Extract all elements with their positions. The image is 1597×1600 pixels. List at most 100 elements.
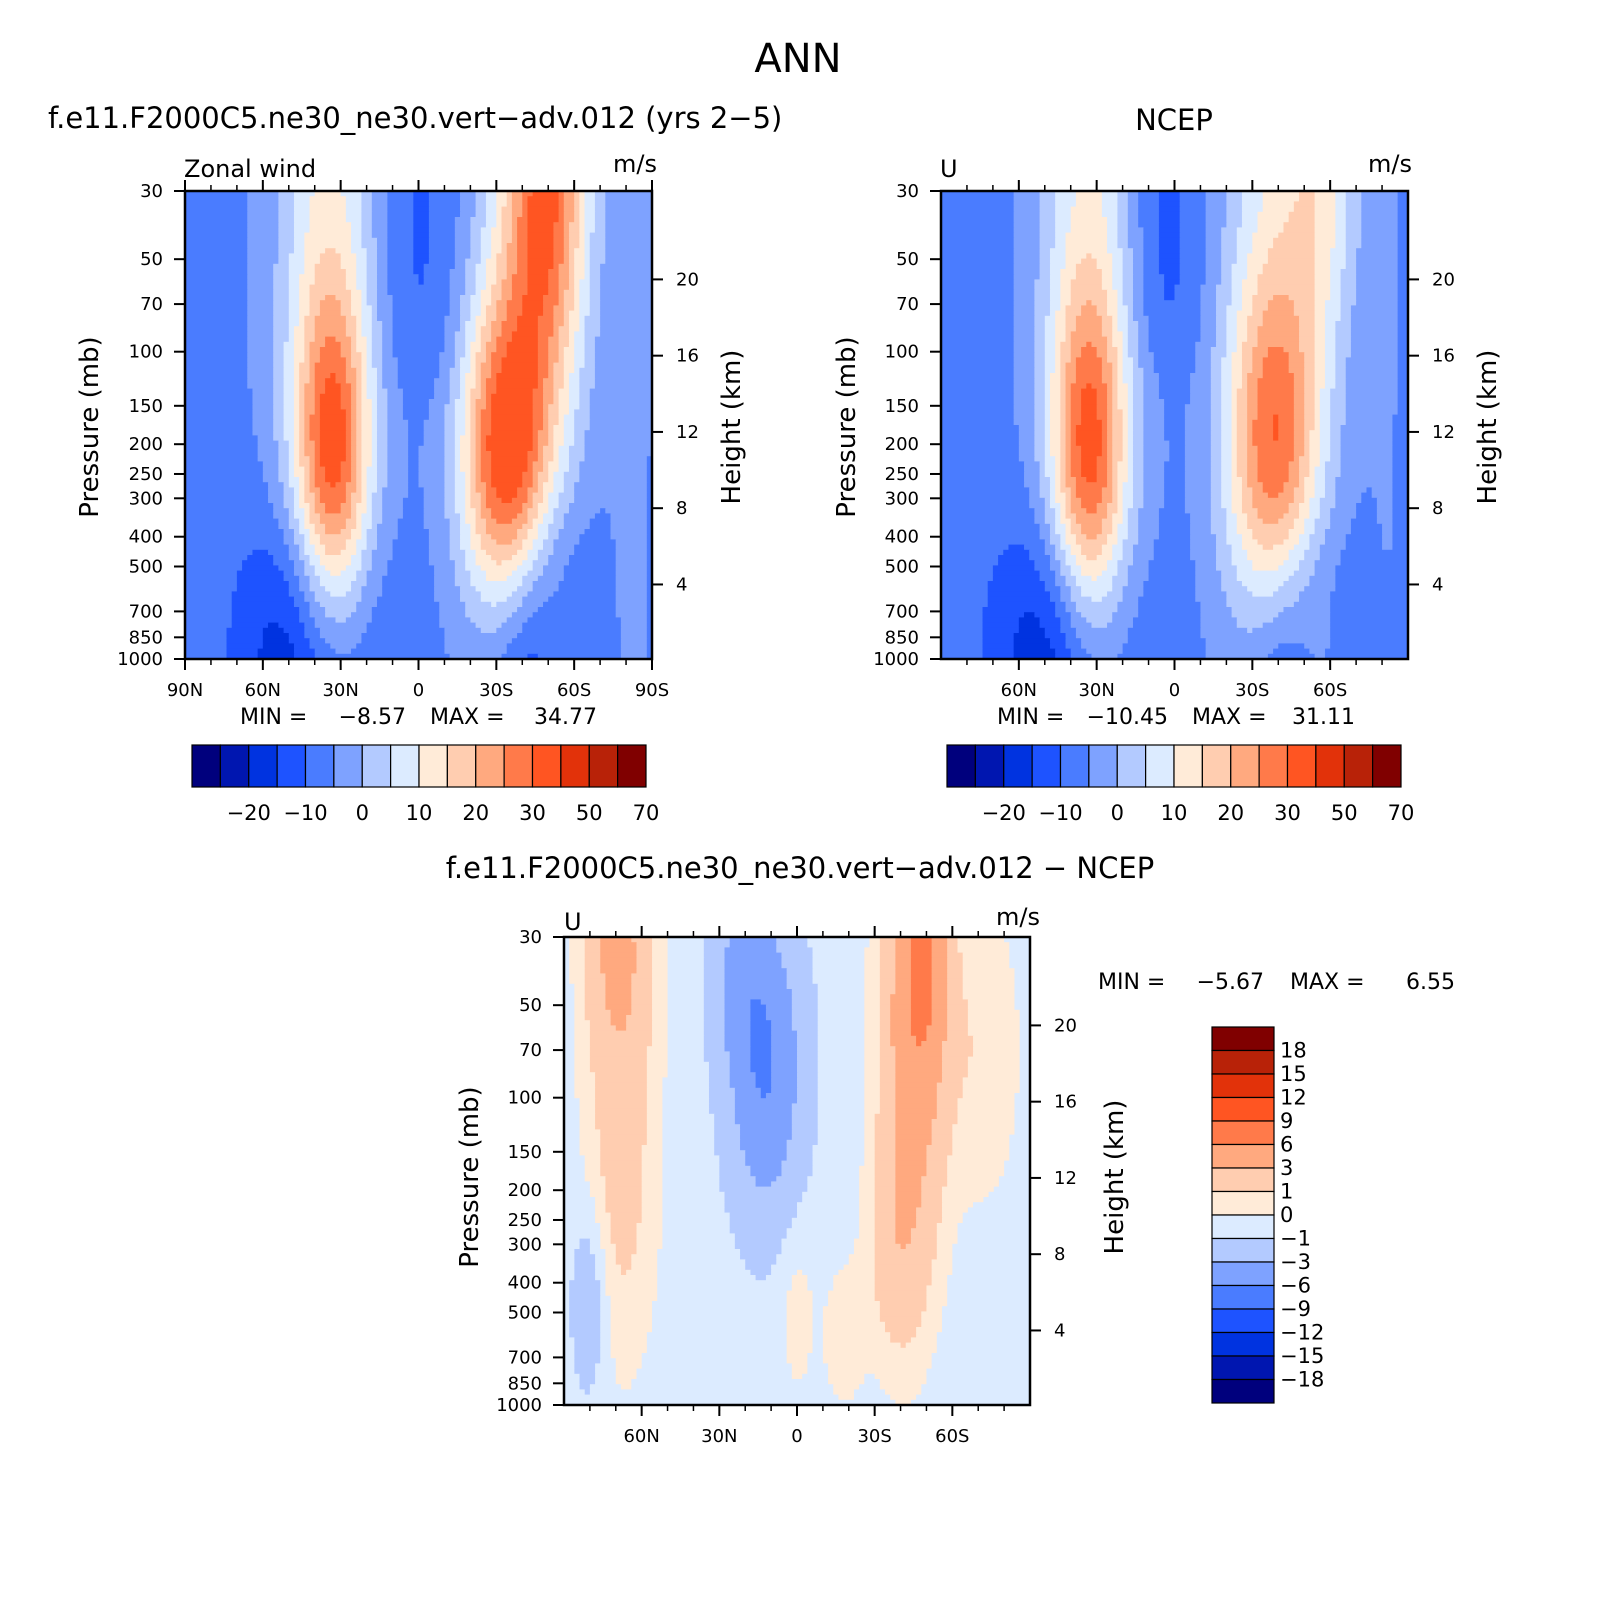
field-cell	[1070, 430, 1077, 436]
field-cell	[1127, 310, 1134, 317]
field-cell	[1132, 388, 1144, 395]
field-cell	[652, 978, 669, 985]
field-cell	[1304, 357, 1316, 364]
field-cell	[1024, 612, 1035, 618]
field-cell	[636, 957, 653, 964]
field-cell	[574, 435, 586, 442]
field-cell	[1267, 352, 1290, 358]
field-cell	[304, 336, 316, 343]
field-cell	[1340, 435, 1394, 442]
field-cell	[1044, 544, 1056, 551]
field-cell	[1340, 445, 1394, 452]
field-cell	[366, 274, 378, 280]
field-cell	[1221, 399, 1233, 405]
field-cell	[444, 638, 513, 644]
field-cell	[1096, 347, 1108, 353]
field-cell	[185, 612, 233, 618]
field-cell	[185, 445, 259, 452]
field-cell	[1356, 258, 1399, 265]
field-cell	[371, 555, 394, 561]
field-cell	[1096, 534, 1108, 540]
field-cell	[1340, 305, 1352, 312]
field-cell	[475, 399, 487, 405]
field-cell	[480, 367, 492, 374]
field-cell	[382, 378, 399, 384]
field-cell	[314, 482, 331, 488]
field-cell	[558, 295, 565, 301]
field-cell	[1101, 331, 1113, 338]
field-cell	[475, 435, 482, 442]
field-cell	[304, 477, 311, 483]
field-cell	[1335, 367, 1347, 374]
field-cell	[864, 973, 881, 980]
field-cell	[428, 253, 456, 260]
field-cell	[1122, 591, 1144, 598]
field-cell	[1190, 518, 1212, 525]
field-cell	[366, 534, 378, 540]
field-cell	[454, 487, 466, 494]
field-cell	[319, 601, 357, 608]
field-cell	[1158, 201, 1181, 208]
field-cell	[262, 638, 290, 644]
field-cell	[1014, 973, 1031, 980]
field-cell	[1361, 237, 1399, 244]
field-cell	[1148, 321, 1202, 327]
field-cell	[247, 378, 274, 384]
field-cell	[1132, 503, 1144, 509]
field-cell	[543, 456, 555, 462]
field-cell	[1164, 492, 1186, 499]
field-cell	[1283, 347, 1300, 353]
field-cell	[236, 570, 285, 577]
field-cell	[371, 321, 383, 327]
field-cell	[361, 201, 373, 208]
field-cell	[454, 435, 461, 442]
field-cell	[786, 978, 814, 985]
field-cell	[273, 352, 285, 358]
field-cell	[1081, 388, 1098, 395]
field-cell	[319, 399, 342, 405]
field-cell	[1107, 539, 1119, 546]
field-cell	[1101, 211, 1119, 218]
field-cell	[1231, 544, 1243, 551]
field-cell	[288, 508, 295, 514]
field-cell	[309, 560, 321, 566]
field-cell	[345, 430, 352, 436]
field-cell	[1179, 201, 1207, 208]
field-cell	[646, 492, 653, 499]
field-cell	[252, 549, 269, 556]
field-cell	[408, 466, 420, 473]
field-cell	[485, 357, 492, 364]
field-cell	[548, 357, 560, 364]
field-cell	[1226, 508, 1233, 514]
field-cell	[1132, 482, 1144, 488]
field-cell	[1055, 575, 1067, 582]
field-cell	[351, 232, 363, 239]
field-cell	[1034, 378, 1046, 384]
field-cell	[703, 952, 726, 959]
field-cell	[1117, 305, 1129, 312]
field-cell	[247, 269, 274, 275]
field-cell	[387, 451, 409, 457]
field-cell	[1138, 347, 1150, 353]
field-cell	[314, 378, 326, 384]
field-cell	[1127, 477, 1134, 483]
field-cell	[1226, 341, 1238, 348]
field-cell	[356, 347, 368, 353]
field-cell	[568, 456, 586, 462]
field-cell	[366, 378, 378, 384]
field-cell	[1164, 471, 1186, 478]
field-cell	[475, 357, 487, 364]
field-cell	[1055, 321, 1067, 327]
field-cell	[584, 341, 596, 348]
field-cell	[1397, 263, 1409, 270]
field-cell	[185, 305, 248, 312]
field-cell	[345, 326, 357, 332]
field-cell	[1324, 539, 1347, 546]
field-cell	[589, 305, 601, 312]
field-cell	[1314, 331, 1326, 338]
field-cell	[1330, 518, 1352, 525]
field-cell	[185, 503, 274, 509]
field-cell	[1299, 456, 1311, 462]
field-cell	[1018, 456, 1035, 462]
field-cell	[299, 456, 311, 462]
